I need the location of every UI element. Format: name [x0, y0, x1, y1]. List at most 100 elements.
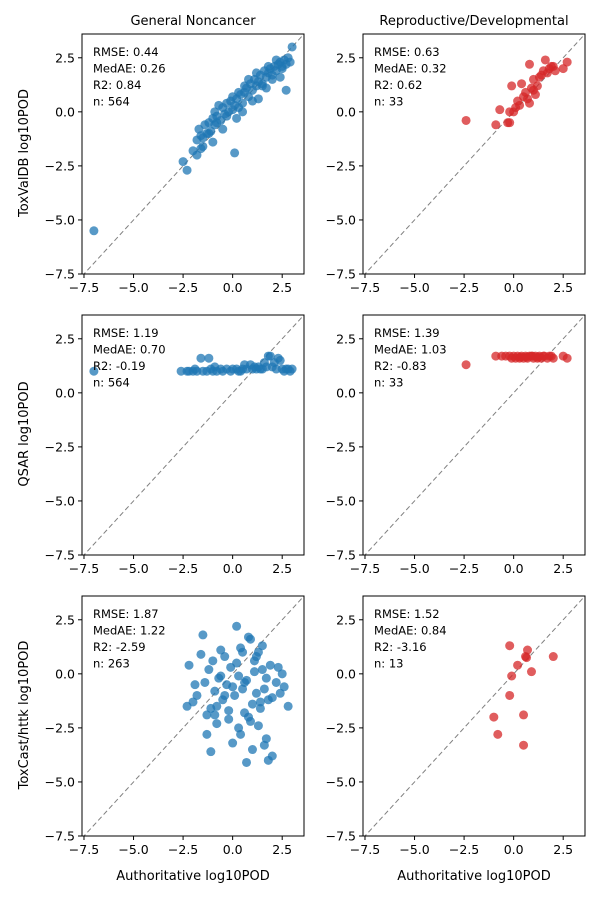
- identity-line: [83, 596, 304, 836]
- stat-rmse: RMSE: 0.44: [93, 45, 159, 59]
- x-tick-label: 0.0: [504, 280, 524, 295]
- data-point: [210, 686, 220, 696]
- data-point: [240, 677, 250, 687]
- y-tick-label: −7.5: [326, 267, 356, 282]
- identity-line: [364, 596, 585, 836]
- data-point: [493, 729, 503, 739]
- y-tick-label: −7.5: [45, 267, 75, 282]
- data-point: [242, 757, 252, 767]
- data-point: [244, 74, 253, 84]
- data-point: [548, 353, 558, 363]
- data-point: [550, 66, 560, 76]
- points-toxcast-repro: [489, 641, 558, 750]
- data-point: [558, 64, 568, 74]
- data-point: [240, 360, 250, 370]
- data-point: [279, 682, 289, 692]
- stat-n: n: 33: [374, 95, 403, 109]
- data-point: [196, 353, 206, 363]
- panels-group: −7.5 −5.0 −2.5 0.0 2.5 −7.5 −5.0 −2.5 0.0 2.5 RMSE…: [45, 33, 586, 857]
- data-point: [277, 64, 287, 74]
- data-point: [562, 57, 572, 67]
- stat-rmse: RMSE: 1.39: [374, 326, 440, 340]
- data-point: [495, 105, 505, 115]
- stat-r2: R2: -0.19: [93, 359, 146, 373]
- data-point: [271, 677, 281, 687]
- x-tick-label: −5.0: [399, 280, 429, 295]
- data-point: [208, 656, 218, 666]
- stat-medae: MedAE: 1.22: [93, 624, 166, 638]
- column-title-repro: Reproductive/Developmental: [379, 14, 568, 29]
- y-tick-label: −7.5: [326, 829, 356, 844]
- y-tick-label: −5.0: [326, 493, 356, 508]
- y-tick-label: 2.5: [55, 50, 75, 65]
- y-tick-label: 2.5: [55, 612, 75, 627]
- data-point: [257, 641, 267, 651]
- data-point: [253, 94, 263, 104]
- stat-medae: MedAE: 0.32: [374, 62, 447, 76]
- data-point: [261, 673, 271, 683]
- y-tick-label: 0.0: [336, 666, 356, 681]
- y-tick-label: 2.5: [336, 331, 356, 346]
- data-point: [206, 747, 216, 757]
- data-point: [247, 699, 257, 709]
- data-point: [285, 57, 295, 67]
- y-tick-label: −7.5: [45, 548, 75, 563]
- data-point: [267, 74, 277, 84]
- x-tick-label: −5.0: [399, 842, 429, 857]
- data-point: [196, 144, 206, 154]
- data-point: [267, 693, 277, 703]
- data-point: [489, 712, 499, 722]
- data-point: [238, 107, 248, 117]
- row-ylabel-toxvaldb: ToxValDB log10POD: [17, 89, 32, 218]
- data-point: [513, 660, 523, 670]
- axes-frame: [81, 33, 305, 275]
- data-point: [212, 118, 222, 128]
- data-point: [202, 710, 212, 720]
- data-point: [505, 107, 515, 117]
- data-point: [247, 745, 257, 755]
- data-point: [283, 364, 293, 374]
- data-point: [263, 61, 273, 71]
- data-point: [261, 83, 271, 93]
- data-point: [238, 647, 248, 657]
- data-point: [202, 729, 212, 739]
- data-point: [253, 721, 263, 731]
- x-tick-label: 0.0: [504, 561, 524, 576]
- data-point: [228, 738, 238, 748]
- data-point: [236, 366, 246, 376]
- data-point: [232, 621, 242, 631]
- data-point: [525, 98, 534, 108]
- x-tick-label: 2.5: [553, 561, 573, 576]
- data-point: [251, 688, 261, 698]
- data-point: [528, 85, 538, 95]
- data-point: [255, 703, 265, 713]
- stat-r2: R2: -3.16: [374, 640, 427, 654]
- data-point: [548, 652, 558, 662]
- stat-medae: MedAE: 0.26: [93, 62, 166, 76]
- axes-frame: [81, 314, 305, 556]
- stat-rmse: RMSE: 0.63: [374, 45, 440, 59]
- data-point: [265, 351, 275, 361]
- data-point: [89, 366, 99, 376]
- column-title-general: General Noncancer: [130, 14, 256, 29]
- stat-rmse: RMSE: 1.19: [93, 326, 159, 340]
- data-point: [249, 667, 259, 677]
- data-point: [216, 671, 226, 681]
- data-point: [259, 740, 269, 750]
- data-point: [208, 137, 218, 147]
- row-ylabel-qsar: QSAR log10POD: [17, 381, 32, 486]
- data-point: [220, 690, 230, 700]
- data-point: [245, 634, 255, 644]
- x-tick-label: −2.5: [449, 561, 479, 576]
- row-ylabel-toxcast: ToxCast/httk log10POD: [17, 641, 32, 791]
- data-point: [232, 658, 242, 668]
- panel-toxcast-general: −7.5 −5.0 −2.5 0.0 2.5 −7.5 −5.0 −2.5 0.0 2.5 RMSE…: [45, 595, 305, 857]
- data-point: [234, 671, 244, 681]
- y-tick-label: −5.0: [45, 774, 75, 789]
- y-tick-label: −2.5: [45, 439, 75, 454]
- x-tick-label: −7.5: [350, 280, 380, 295]
- data-point: [224, 714, 234, 724]
- y-tick-label: −5.0: [326, 774, 356, 789]
- data-point: [523, 645, 533, 655]
- x-tick-label: 0.0: [223, 561, 243, 576]
